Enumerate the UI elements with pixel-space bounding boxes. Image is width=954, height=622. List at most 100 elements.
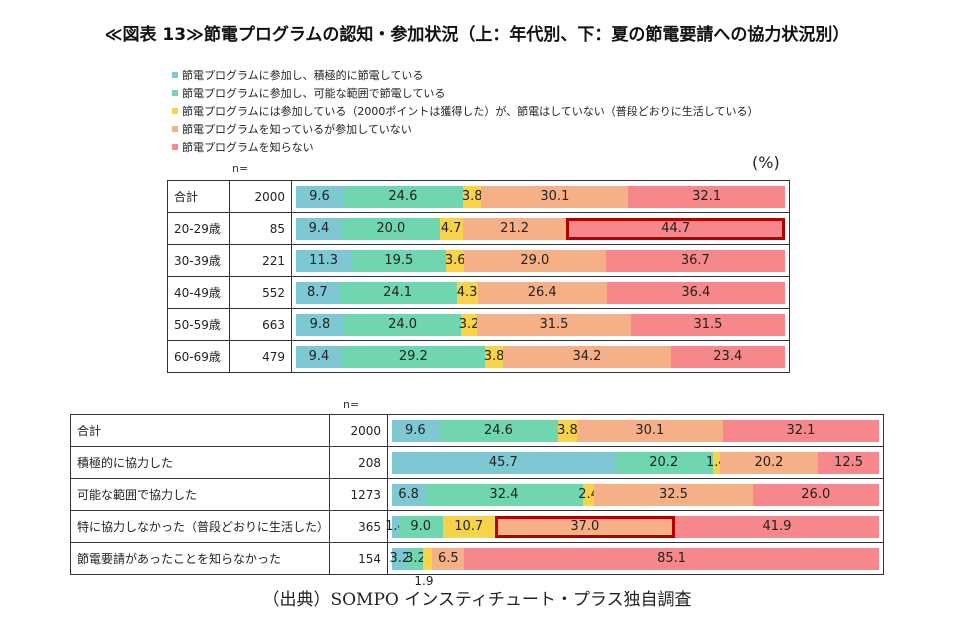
bar-segment: 3.2 (459, 313, 479, 336)
data-label: 37.0 (570, 519, 600, 534)
legend-item: 節電プログラムに参加し、可能な範囲で節電している (172, 84, 758, 102)
bar-segment: 26.0 (752, 483, 879, 506)
bar-segment: 6.5 (432, 547, 465, 570)
bar-cell: 3.2 3.2 6.5 85.1 (387, 542, 884, 575)
bar-segment: 9.4 (296, 217, 342, 240)
legend-label: 節電プログラムに参加し、積極的に節電している (182, 69, 424, 82)
data-label: 3.8 (461, 189, 483, 204)
legend-item: 節電プログラムを知っているが参加していない (172, 120, 758, 138)
table-row: 合計 2000 9.6 24.6 3.8 30.1 32.1 (167, 180, 790, 213)
bar-cell: 1.4 9.0 10.7 37.0 41.9 (385, 510, 884, 543)
bar-cell: 9.8 24.0 3.2 31.5 31.5 (291, 308, 790, 341)
sample-size: 479 (229, 340, 292, 373)
bar-segment: 30.1 (481, 185, 629, 208)
bar-segment: 9.0 (398, 515, 443, 538)
sample-size: 1273 (329, 478, 389, 511)
data-label: 23.4 (713, 349, 743, 364)
data-label: 24.6 (388, 189, 418, 204)
sample-size: 663 (229, 308, 292, 341)
bar-segment: 10.7 (442, 515, 495, 538)
data-label: 29.2 (398, 349, 428, 364)
data-label: 20.2 (754, 455, 784, 470)
table-row: 30-39歳 221 11.3 19.5 3.6 29.0 36.7 (167, 244, 790, 277)
data-label: 3.6 (444, 253, 466, 268)
table-row: 節電要請があったことを知らなかった 154 3.2 3.2 6.5 85.1 (69, 542, 884, 575)
sample-size: 552 (229, 276, 292, 309)
data-label: 29.0 (520, 253, 550, 268)
legend-swatch (172, 126, 178, 132)
chart-panel-age: 合計 2000 9.6 24.6 3.8 30.1 32.1 20-29歳 85 9.4 20.0 4… (167, 180, 790, 373)
bar-segment: 32.1 (628, 185, 785, 208)
bar-segment: 36.7 (605, 249, 785, 272)
data-label: 20.0 (376, 221, 406, 236)
bar-segment: 12.5 (818, 451, 879, 474)
bar-segment: 24.6 (438, 419, 559, 442)
bar-segment: 24.1 (338, 281, 457, 304)
category-label: 50-59歳 (167, 308, 230, 341)
bar-segment: 8.7 (296, 281, 339, 304)
category-label: 節電要請があったことを知らなかった (69, 542, 331, 575)
data-label: 6.5 (437, 551, 459, 566)
bar-cell: 45.7 20.2 1.4 20.2 12.5 (387, 446, 884, 479)
data-label: 36.7 (680, 253, 710, 268)
category-label: 合計 (69, 414, 331, 447)
data-label: 24.6 (483, 423, 513, 438)
bar-segment: 3.2 (405, 547, 426, 570)
bar-segment: 2.4 (578, 483, 599, 506)
bar-cell: 9.6 24.6 3.8 30.1 32.1 (291, 180, 790, 213)
table-row: 可能な範囲で協力した 1273 6.8 32.4 2.4 32.5 26.0 (69, 478, 884, 511)
table-row: 積極的に協力した 208 45.7 20.2 1.4 20.2 12.5 (69, 446, 884, 479)
data-label: 26.4 (527, 285, 557, 300)
data-label: 4.7 (440, 221, 462, 236)
data-label: 9.6 (309, 189, 330, 204)
n-header-bottom: n= (343, 398, 360, 411)
data-label: 34.2 (572, 349, 602, 364)
bar-segment: 29.0 (464, 249, 606, 272)
bar-segment: 20.2 (719, 451, 819, 474)
sample-size: 2000 (329, 414, 389, 447)
sample-size: 85 (229, 212, 292, 245)
table-row: 20-29歳 85 9.4 20.0 4.7 21.2 44.7 (167, 212, 790, 245)
n-header-top: n= (232, 162, 249, 175)
data-label: 30.1 (635, 423, 665, 438)
bar-segment: 9.6 (392, 419, 439, 442)
sample-size: 2000 (229, 180, 292, 213)
data-label: 85.1 (657, 551, 687, 566)
data-label: 32.5 (658, 487, 688, 502)
data-label: 20.2 (649, 455, 679, 470)
stacked-bar: 8.7 24.1 4.3 26.4 36.4 (296, 281, 785, 304)
legend-label: 節電プログラムに参加し、可能な範囲で節電している (182, 87, 446, 100)
table-row: 40-49歳 552 8.7 24.1 4.3 26.4 36.4 (167, 276, 790, 309)
unit-label: (%) (752, 153, 780, 172)
chart-title: ≪図表 13≫節電プログラムの認知・参加状況（上：年代別、下：夏の節電要請への協… (104, 25, 850, 45)
data-label: 45.7 (488, 455, 518, 470)
data-label: 9.4 (308, 349, 330, 364)
legend-item: 節電プログラムを知らない (172, 138, 758, 156)
data-label: 10.7 (454, 519, 484, 534)
legend-item: 節電プログラムに参加し、積極的に節電している (172, 66, 758, 84)
legend-swatch (172, 90, 178, 96)
data-label: 21.2 (500, 221, 530, 236)
data-label: 31.5 (693, 317, 723, 332)
data-label: 3.8 (557, 423, 578, 438)
bar-cell: 8.7 24.1 4.3 26.4 36.4 (291, 276, 790, 309)
bar-segment: 24.0 (343, 313, 462, 336)
bar-segment: 3.2 (389, 547, 410, 570)
stacked-bar: 11.3 19.5 3.6 29.0 36.7 (296, 249, 785, 272)
stacked-bar: 45.7 20.2 1.4 20.2 12.5 (392, 451, 879, 474)
bar-segment: 85.1 (464, 547, 879, 570)
legend-swatch (172, 144, 178, 150)
bar-segment: 32.5 (594, 483, 753, 506)
category-label: 可能な範囲で協力した (69, 478, 331, 511)
data-label-outside: 1.9 (414, 573, 434, 588)
data-label: 8.7 (306, 285, 328, 300)
data-label: 12.5 (834, 455, 863, 470)
data-label: 32.4 (489, 487, 519, 502)
bar-segment: 4.3 (456, 281, 478, 304)
category-label: 40-49歳 (167, 276, 230, 309)
bar-segment: 4.7 (439, 217, 463, 240)
table-row: 合計 2000 9.6 24.6 3.8 30.1 32.1 (69, 414, 884, 447)
data-label: 9.6 (405, 423, 426, 438)
bar-segment: 3.8 (461, 185, 483, 208)
table-row: 特に協力しなかった（普段どおりに生活した） 365 1.4 9.0 10.7 37.0 41… (69, 510, 884, 543)
